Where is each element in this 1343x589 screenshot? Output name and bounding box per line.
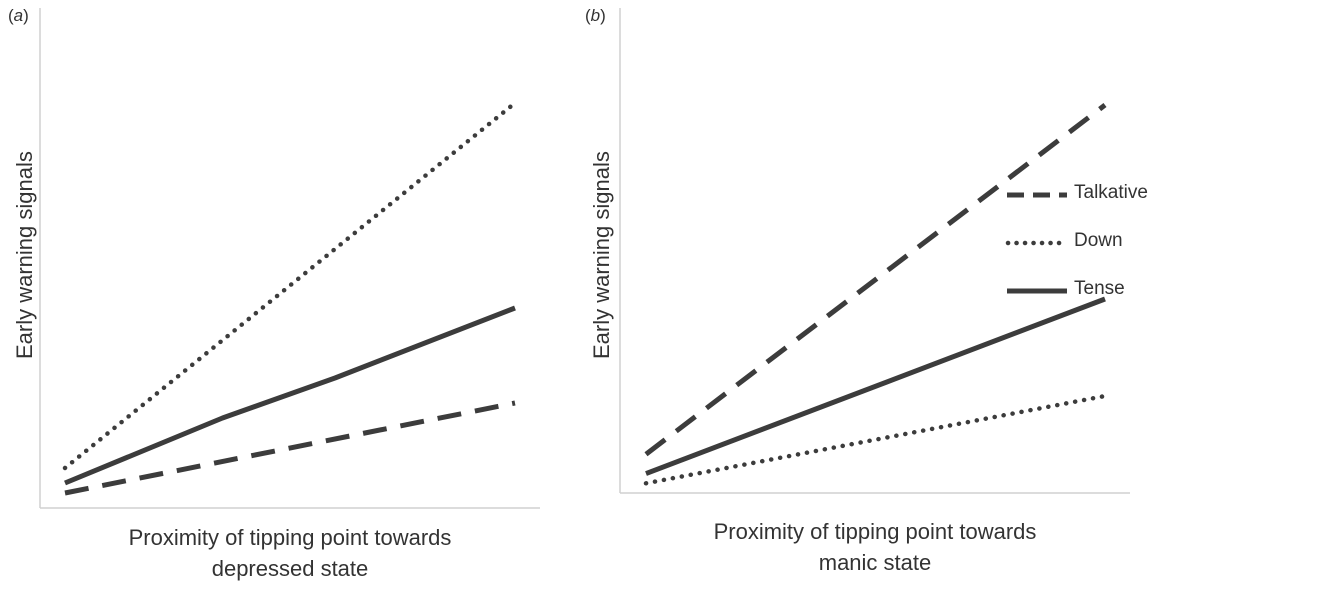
panel-a-letter: (a)	[8, 6, 29, 25]
panel-a-label: a	[13, 6, 24, 25]
panel-a-series-tense	[64, 305, 516, 486]
panel-b-series-down	[643, 393, 1108, 486]
panel-b-label: b	[590, 6, 601, 25]
panel-a-x-axis-label-line-2: depressed state	[211, 556, 369, 581]
panel-b-letter: (b)	[585, 6, 606, 25]
legend-swatch-solid	[1007, 288, 1067, 294]
panel-b-x-axis-label: Proximity of tipping point towards manic…	[625, 516, 1125, 578]
panel-b-x-axis-label-line-2: manic state	[818, 550, 932, 575]
legend-swatch-dotted	[1005, 240, 1069, 246]
legend-swatch-dashed	[1007, 192, 1067, 198]
panel-a-series-talkative	[64, 400, 516, 496]
panel-a-x-axis-label: Proximity of tipping point towards depre…	[40, 522, 540, 584]
panel-b-y-axis-label: Early warning signals	[589, 151, 614, 359]
panel-a-series-down	[62, 100, 518, 471]
legend-label-down: Down	[1074, 230, 1123, 251]
panel-b-series-tense	[645, 296, 1106, 476]
panel-b-series-talkative	[644, 103, 1107, 457]
legend-label-tense: Tense	[1074, 278, 1125, 299]
legend-label-talkative: Talkative	[1074, 182, 1148, 203]
panel-a-y-axis-label: Early warning signals	[12, 151, 37, 359]
panel-b-x-axis-label-line-1: Proximity of tipping point towards	[713, 519, 1037, 544]
panel-a-x-axis-label-line-1: Proximity of tipping point towards	[128, 525, 452, 550]
